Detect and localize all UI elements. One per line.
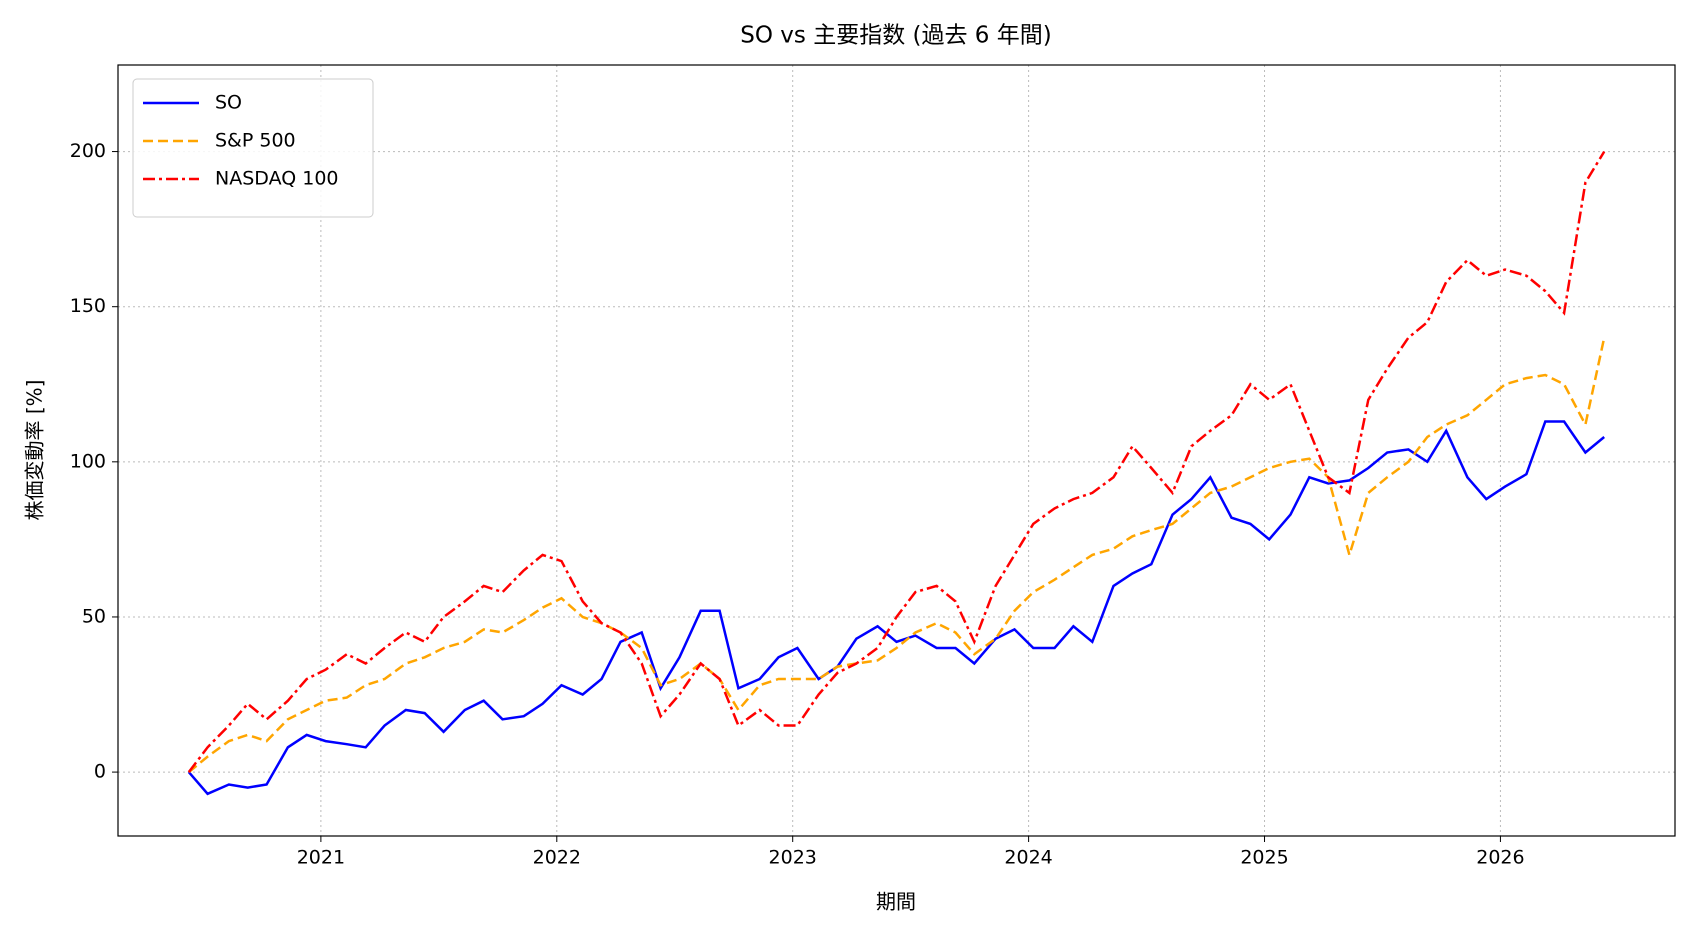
x-tick-label: 2026 — [1476, 847, 1524, 869]
legend-box — [132, 78, 374, 218]
y-tick-label: 0 — [94, 761, 106, 783]
legend-label: NASDAQ 100 — [215, 168, 339, 190]
x-tick-label: 2024 — [1004, 847, 1052, 869]
chart-title: SO vs 主要指数 (過去 6 年間) — [740, 23, 1051, 49]
x-tick-label: 2023 — [769, 847, 817, 869]
x-tick-label: 2025 — [1240, 847, 1288, 869]
y-tick-label: 50 — [82, 605, 106, 627]
legend-label: S&P 500 — [215, 130, 296, 152]
y-tick-label: 100 — [70, 450, 106, 472]
x-axis-label: 期間 — [876, 890, 916, 914]
legend-label: SO — [215, 92, 242, 114]
plot-area — [187, 150, 1606, 796]
plot-frame — [117, 64, 1676, 837]
series-line — [187, 420, 1605, 796]
x-tick-label: 2021 — [297, 847, 345, 869]
y-tick-label: 200 — [70, 140, 106, 162]
y-axis-label: 株価変動率 [%] — [23, 380, 47, 521]
series-line — [187, 150, 1606, 773]
x-tick-label: 2022 — [533, 847, 581, 869]
series-line — [188, 337, 1606, 774]
y-tick-label: 150 — [70, 295, 106, 317]
